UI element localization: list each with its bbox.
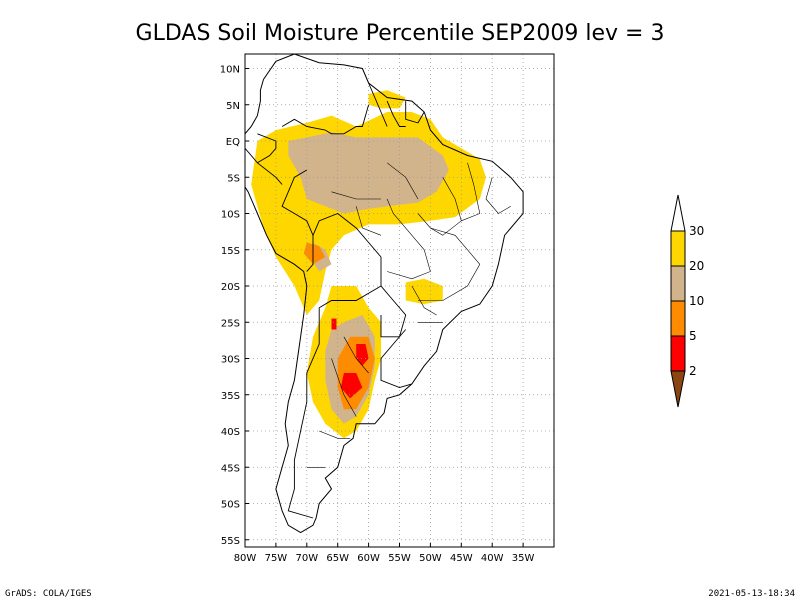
legend-swatch-highest	[670, 194, 686, 232]
boundary-lines	[245, 54, 524, 534]
x-tick-label: 70W	[295, 553, 318, 564]
state-border-6	[411, 285, 437, 316]
map-title: GLDAS Soil Moisture Percentile SEP2009 l…	[136, 21, 665, 46]
y-tick-label: 40S	[221, 427, 240, 438]
state-border-3	[461, 162, 481, 222]
x-tick-label: 60W	[357, 553, 380, 564]
y-tick-label: 30S	[221, 355, 240, 366]
state-border-10	[343, 336, 369, 374]
state-border-4	[485, 177, 511, 214]
country-border-8	[257, 133, 277, 164]
country-border-10	[405, 101, 425, 124]
y-tick-label: 15S	[221, 246, 240, 257]
country-border-5	[287, 307, 320, 519]
color-legend: 2 5 10 20 30	[670, 194, 704, 408]
region-orange-8	[303, 242, 326, 265]
country-border-12	[368, 82, 388, 127]
legend-swatch-0	[670, 335, 686, 372]
x-tick-label: 75W	[265, 553, 288, 564]
country-border-2	[281, 169, 314, 272]
state-border-9	[386, 162, 419, 200]
y-tick-label: 25S	[221, 318, 240, 329]
x-tick-label: 45W	[450, 553, 473, 564]
legend-level-label: 5	[689, 329, 697, 343]
y-tick-label: 55S	[221, 536, 240, 547]
legend-level-label: 10	[689, 294, 704, 308]
legend-swatch-1	[670, 300, 686, 337]
x-tick-label: 50W	[419, 553, 442, 564]
state-border-7	[355, 206, 382, 236]
y-tick-label: 45S	[221, 463, 240, 474]
country-border-0	[281, 118, 326, 131]
country-border-11	[386, 100, 406, 127]
x-tick-label: 80W	[234, 553, 257, 564]
x-tick-label: 40W	[481, 553, 504, 564]
percentile-shading	[251, 90, 486, 439]
footer-right: 2021-05-13-18:34	[708, 589, 795, 599]
region-red-10	[340, 373, 363, 399]
country-border-9	[245, 148, 283, 185]
x-tick-label: 35W	[512, 553, 535, 564]
plot-area	[245, 54, 554, 547]
legend-swatch-lowest	[670, 370, 686, 408]
x-tick-label: 65W	[326, 553, 349, 564]
state-border-11	[331, 358, 357, 417]
state-border-12	[319, 430, 351, 439]
legend-swatch-3	[670, 230, 686, 267]
legend-swatch-2	[670, 265, 686, 302]
legend-level-label: 30	[689, 224, 704, 238]
region-red-9	[356, 344, 369, 366]
country-border-7	[380, 329, 413, 388]
country-border-4	[318, 257, 382, 309]
x-tick-label: 55W	[388, 553, 411, 564]
country-border-3	[312, 212, 382, 258]
legend-level-label: 20	[689, 259, 704, 273]
legend-level-label: 2	[689, 364, 697, 378]
y-tick-label: 50S	[221, 500, 240, 511]
axis-ticks: 80W 75W 70W 65W 60W 55W 50W 45W 40W 35W 10N 5N EQ 5S 1…	[220, 65, 535, 565]
state-border-0	[386, 198, 431, 280]
footer-left: GrADS: COLA/IGES	[5, 589, 92, 599]
y-tick-label: EQ	[226, 137, 240, 148]
state-border-2	[417, 177, 462, 236]
coastline	[245, 54, 524, 534]
country-border-6	[380, 285, 407, 338]
region-red-11	[331, 318, 337, 330]
y-tick-label: 10S	[221, 210, 240, 221]
country-border-1	[325, 104, 370, 135]
region-tan-4	[288, 132, 449, 214]
y-tick-label: 5N	[226, 101, 240, 112]
y-tick-label: 5S	[227, 173, 240, 184]
y-tick-label: 35S	[221, 391, 240, 402]
region-gold-3	[405, 278, 443, 305]
state-border-1	[418, 227, 481, 301]
y-tick-label: 20S	[221, 282, 240, 293]
y-tick-label: 10N	[220, 65, 240, 76]
state-border-8	[331, 191, 381, 200]
